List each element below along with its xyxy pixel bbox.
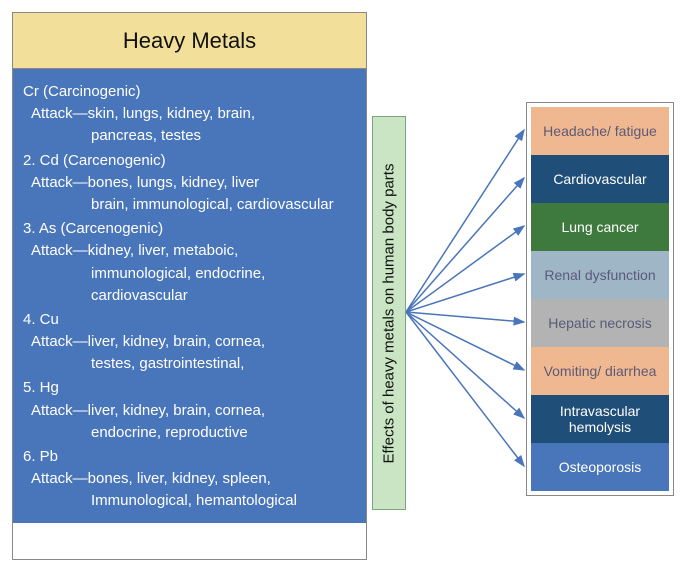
- effect-item: Intravascular hemolysis: [531, 395, 669, 443]
- metal-attack: Attack—kidney, liver, metaboic,: [23, 240, 358, 262]
- metal-entry: 5. HgAttack—liver, kidney, brain, cornea…: [23, 377, 358, 444]
- effect-item: Lung cancer: [531, 203, 669, 251]
- metal-attack-wrap: immunological, endocrine, cardiovascular: [23, 263, 358, 307]
- metal-title: 6. Pb: [23, 446, 358, 468]
- metal-entry: 6. PbAttack—bones, liver, kidney, spleen…: [23, 446, 358, 513]
- metal-entry: 4. CuAttack—liver, kidney, brain, cornea…: [23, 309, 358, 376]
- metal-title: 3. As (Carcenogenic): [23, 218, 358, 240]
- metal-attack-wrap: pancreas, testes: [23, 125, 358, 147]
- effect-item: Renal dysfunction: [531, 251, 669, 299]
- diagram-container: Heavy Metals Cr (Carcinogenic)Attack—ski…: [0, 0, 685, 574]
- effect-item: Hepatic necrosis: [531, 299, 669, 347]
- main-header: Heavy Metals: [13, 13, 366, 69]
- arrows-svg: [406, 102, 526, 502]
- heavy-metals-box: Heavy Metals Cr (Carcinogenic)Attack—ski…: [12, 12, 367, 560]
- effect-item: Osteoporosis: [531, 443, 669, 491]
- metal-entry: 3. As (Carcenogenic)Attack—kidney, liver…: [23, 218, 358, 307]
- metal-attack-wrap: endocrine, reproductive: [23, 422, 358, 444]
- middle-label: Effects of heavy metals on human body pa…: [381, 163, 398, 463]
- effects-box: Headache/ fatigueCardiovascularLung canc…: [526, 102, 674, 496]
- effect-item: Cardiovascular: [531, 155, 669, 203]
- effect-item: Headache/ fatigue: [531, 107, 669, 155]
- metal-attack: Attack—skin, lungs, kidney, brain,: [23, 103, 358, 125]
- metal-title: 2. Cd (Carcenogenic): [23, 150, 358, 172]
- metal-attack: Attack—bones, lungs, kidney, liver: [23, 172, 358, 194]
- effect-item: Vomiting/ diarrhea: [531, 347, 669, 395]
- metal-attack-wrap: Immunological, hemantological: [23, 490, 358, 512]
- metal-entry: Cr (Carcinogenic)Attack—skin, lungs, kid…: [23, 81, 358, 148]
- metal-title: Cr (Carcinogenic): [23, 81, 358, 103]
- metal-title: 4. Cu: [23, 309, 358, 331]
- middle-connector-box: Effects of heavy metals on human body pa…: [372, 116, 406, 510]
- metal-attack-wrap: testes, gastrointestinal,: [23, 353, 358, 375]
- metal-attack: Attack—liver, kidney, brain, cornea,: [23, 331, 358, 353]
- metal-title: 5. Hg: [23, 377, 358, 399]
- metal-attack-wrap: brain, immunological, cardiovascular: [23, 194, 358, 216]
- main-body: Cr (Carcinogenic)Attack—skin, lungs, kid…: [13, 69, 366, 523]
- metal-attack: Attack—liver, kidney, brain, cornea,: [23, 400, 358, 422]
- metal-attack: Attack—bones, liver, kidney, spleen,: [23, 468, 358, 490]
- metal-entry: 2. Cd (Carcenogenic)Attack—bones, lungs,…: [23, 150, 358, 217]
